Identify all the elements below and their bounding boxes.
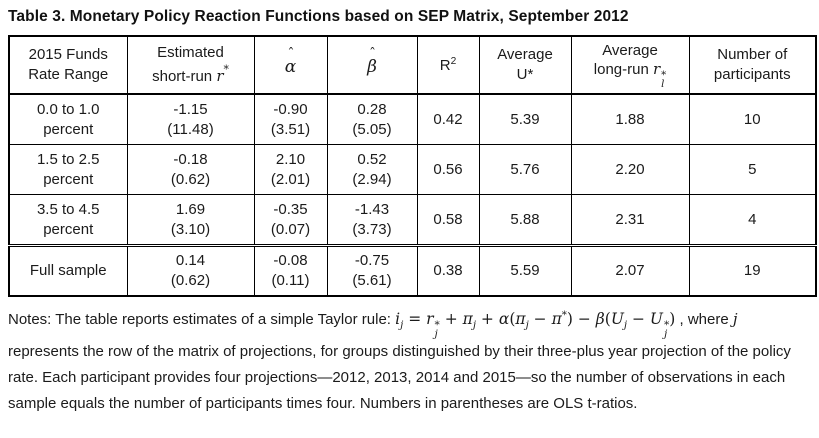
- r-star-symbol: r*: [216, 62, 229, 86]
- header-cell-short-run-r: Estimated short-run r*: [126, 35, 255, 95]
- cell-short-run: 1.69 (3.10): [126, 194, 255, 246]
- table-row-0-to-1-percent: 0.0 to 1.0 percent -1.15 (11.48) -0.90 (3.5…: [8, 93, 817, 145]
- header-cell-participants: Number of participants: [688, 35, 817, 95]
- cell-long-run: 2.31: [570, 194, 690, 246]
- header-line: U*: [516, 66, 534, 83]
- cell-average-u: 5.88: [478, 194, 572, 246]
- cell-participants: 10: [688, 93, 817, 145]
- cell-beta: -1.43 (3.73): [326, 194, 418, 246]
- r-l-star-scripts: * l: [661, 70, 667, 90]
- header-line: 2015 Funds: [28, 46, 108, 64]
- header-cell-r-squared: R2: [416, 35, 480, 95]
- cell-r-squared: 0.58: [416, 194, 480, 246]
- cell-r-squared: 0.42: [416, 93, 480, 145]
- table-row-1-5-to-2-5-percent: 1.5 to 2.5 percent -0.18 (0.62) 2.10 (2.01)…: [8, 144, 817, 195]
- short-run-label: short-run: [152, 68, 217, 86]
- document-page: Table 3. Monetary Policy Reaction Functi…: [8, 8, 817, 418]
- table-row-full-sample: Full sample 0.14 (0.62) -0.08 (0.11) -0.75…: [8, 244, 817, 297]
- cell-participants: 19: [688, 244, 817, 297]
- where-variable: j: [732, 310, 738, 328]
- page-title: Table 3. Monetary Policy Reaction Functi…: [8, 8, 629, 25]
- cell-beta: -0.75 (5.61): [326, 244, 418, 297]
- header-line: long-run r * l: [573, 60, 688, 89]
- cell-long-run: 2.20: [570, 144, 690, 195]
- notes-after-formula: , where: [675, 311, 733, 328]
- header-line: Estimated: [157, 44, 224, 62]
- header-line: Rate Range: [28, 66, 109, 83]
- header-line: short-run r*: [129, 63, 253, 87]
- cell-short-run: -0.18 (0.62): [126, 144, 255, 195]
- header-line: participants: [713, 66, 791, 83]
- notes-paragraph: Notes: The table reports estimates of a …: [8, 306, 812, 418]
- cell-short-run: -1.15 (11.48): [126, 93, 255, 145]
- cell-range: 0.0 to 1.0 percent: [8, 93, 128, 145]
- cell-r-squared: 0.38: [416, 244, 480, 297]
- header-row: 2015 Funds Rate Range Estimated short-ru…: [8, 35, 817, 95]
- taylor-rule-formula: ij = r * j + πj + α(πj − π*) − β(Uj − U * j): [395, 309, 676, 340]
- notes-continuation: represents the row of the matrix of proj…: [8, 342, 791, 413]
- cell-r-squared: 0.56: [416, 144, 480, 195]
- cell-alpha: -0.08 (0.11): [253, 244, 328, 297]
- cell-participants: 5: [688, 144, 817, 195]
- cell-range: Full sample: [8, 244, 128, 297]
- header-cell-average-u: Average U*: [478, 35, 572, 95]
- cell-beta: 0.52 (2.94): [326, 144, 418, 195]
- cell-range: 1.5 to 2.5 percent: [8, 144, 128, 195]
- cell-beta: 0.28 (5.05): [326, 93, 418, 145]
- cell-alpha: 2.10 (2.01): [253, 144, 328, 195]
- table-row-3-5-to-4-5-percent: 3.5 to 4.5 percent 1.69 (3.10) -0.35 (0.07)…: [8, 194, 817, 246]
- cell-short-run: 0.14 (0.62): [126, 244, 255, 297]
- header-cell-long-run-r: Average long-run r * l: [570, 35, 690, 95]
- header-line: Number of: [717, 46, 788, 64]
- cell-alpha: -0.35 (0.07): [253, 194, 328, 246]
- long-run-label: long-run: [593, 61, 653, 79]
- notes-lead: Notes: The table reports estimates of a …: [8, 311, 396, 328]
- header-line: Average: [497, 46, 553, 64]
- header-line: Average: [602, 41, 658, 59]
- r-l-star-symbol: r: [652, 60, 661, 79]
- reaction-functions-table: 2015 Funds Rate Range Estimated short-ru…: [8, 35, 817, 297]
- cell-alpha: -0.90 (3.51): [253, 93, 328, 145]
- cell-average-u: 5.76: [478, 144, 572, 195]
- cell-average-u: 5.39: [478, 93, 572, 145]
- header-cell-rate-range: 2015 Funds Rate Range: [8, 35, 128, 95]
- cell-long-run: 1.88: [570, 93, 690, 145]
- cell-range: 3.5 to 4.5 percent: [8, 194, 128, 246]
- cell-long-run: 2.07: [570, 244, 690, 297]
- cell-participants: 4: [688, 194, 817, 246]
- cell-average-u: 5.59: [478, 244, 572, 297]
- r-squared-symbol: R2: [439, 55, 457, 74]
